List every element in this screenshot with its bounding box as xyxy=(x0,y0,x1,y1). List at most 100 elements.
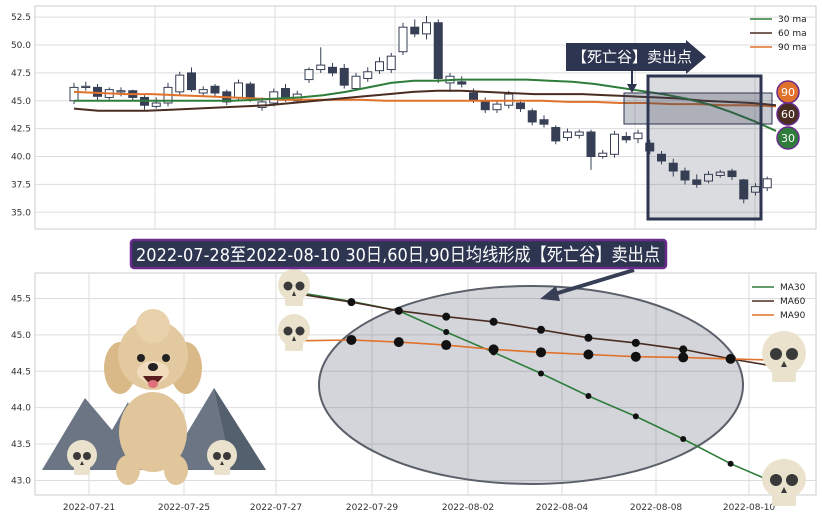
candle-body xyxy=(680,170,690,181)
ma-cross-panel: 45.545.044.544.043.543.0 2022-07-21 2022-… xyxy=(11,268,817,513)
candle-body xyxy=(328,66,337,74)
top-ma90-line xyxy=(73,90,777,108)
candle-body xyxy=(539,119,549,125)
bottom-x-tick-label: 2022-08-10 xyxy=(723,503,776,513)
candle-body xyxy=(704,173,713,182)
candlestick-panel: 52.5 50.0 47.5 45.0 42.5 40.0 37.5 35.0 【死亡谷】卖出… xyxy=(11,5,817,230)
candle-body xyxy=(668,162,678,172)
data-point-MA90 xyxy=(725,353,736,364)
candle-body xyxy=(81,85,91,88)
candle-body xyxy=(480,100,490,111)
top-moving-averages xyxy=(73,78,777,132)
top-y-tick-label: 40.0 xyxy=(11,153,31,163)
candle-body xyxy=(762,178,772,189)
legend-30ma-label: 30 ma xyxy=(778,15,807,25)
data-point-MA90 xyxy=(678,352,689,363)
candle-body xyxy=(375,61,384,72)
candle-body xyxy=(727,170,737,178)
data-point-MA30 xyxy=(727,460,734,467)
ma60-badge xyxy=(776,102,800,126)
top-y-tick-label: 42.5 xyxy=(11,125,31,135)
candle-body xyxy=(621,135,631,141)
skull-icon xyxy=(207,440,237,475)
candle-body xyxy=(692,179,702,185)
skull-icon xyxy=(67,440,97,475)
candle-body xyxy=(151,102,161,107)
ma-badges: 90 60 30 xyxy=(776,80,800,150)
candle-body xyxy=(504,93,514,106)
candle-body xyxy=(175,74,185,93)
data-point-MA30 xyxy=(632,413,639,420)
data-point-MA30 xyxy=(538,370,544,377)
candle-body xyxy=(457,81,467,85)
data-point-MA60 xyxy=(394,306,403,315)
bottom-legend: MA30 MA60 MA90 xyxy=(752,283,806,321)
data-point-MA60 xyxy=(584,333,593,342)
ma-cross-zone-box xyxy=(623,92,773,125)
bottom-y-ticks: 45.5 45.0 44.5 44.0 43.5 43.0 xyxy=(11,294,31,486)
top-ma30-line xyxy=(74,78,777,132)
title-banner: 2022-07-28至2022-08-10 30日,60日,90日均线形成【死亡… xyxy=(129,238,668,270)
legend-60ma-label: 60 ma xyxy=(778,29,807,39)
data-point-MA90 xyxy=(583,349,594,360)
candle-body xyxy=(187,72,196,91)
candle-body xyxy=(516,102,525,110)
top-y-tick-label: 35.0 xyxy=(11,208,31,218)
candle-body xyxy=(304,69,314,81)
candle-body xyxy=(339,67,349,86)
chart-title: 2022-07-28至2022-08-10 30日,60日,90日均线形成【死亡… xyxy=(136,245,660,266)
banner-pointer-head xyxy=(540,286,560,301)
ma60-badge-label: 60 xyxy=(781,108,795,121)
data-point-MA90 xyxy=(346,334,357,345)
candle-body xyxy=(316,64,326,71)
candle-body xyxy=(492,103,502,111)
top-ma60-line xyxy=(73,89,777,112)
candle-body xyxy=(598,152,608,158)
top-y-ticks: 52.5 50.0 47.5 45.0 42.5 40.0 37.5 35.0 xyxy=(11,13,31,218)
top-y-tick-label: 47.5 xyxy=(11,69,31,79)
candle-body xyxy=(234,82,243,98)
candle-body xyxy=(657,153,666,162)
data-point-MA30 xyxy=(680,435,687,442)
candle-body xyxy=(198,89,208,94)
bottom-x-tick-label: 2022-08-02 xyxy=(442,503,494,513)
top-legend: 30 ma 60 ma 90 ma xyxy=(750,15,807,53)
bottom-y-tick-label: 43.0 xyxy=(11,476,31,486)
candle-body xyxy=(363,71,373,79)
legend-MA60-label: MA60 xyxy=(780,297,806,307)
death-valley-zone-box xyxy=(646,74,763,221)
legend-MA30-label: MA30 xyxy=(780,283,806,293)
candle-body xyxy=(69,86,79,102)
candle-body xyxy=(269,91,279,104)
data-point-MA30 xyxy=(443,328,450,335)
data-point-MA60 xyxy=(537,325,545,334)
legend-MA90-label: MA90 xyxy=(780,311,806,321)
bottom-x-ticks: 2022-07-21 2022-07-25 2022-07-27 2022-07-29… xyxy=(63,503,776,513)
data-point-MA90 xyxy=(488,344,499,355)
data-point-MA90 xyxy=(536,347,546,358)
top-y-tick-label: 37.5 xyxy=(11,180,31,190)
bottom-x-tick-label: 2022-07-29 xyxy=(346,503,399,513)
top-y-tick-label: 50.0 xyxy=(11,41,31,51)
candle-body xyxy=(386,55,396,71)
candle-body xyxy=(469,92,478,101)
candle-body xyxy=(645,142,655,152)
candle-body xyxy=(563,131,572,139)
candle-body xyxy=(586,131,596,158)
data-point-MA60 xyxy=(442,312,451,321)
candle-body xyxy=(527,110,537,123)
legend-90ma-label: 90 ma xyxy=(778,43,807,53)
candle-body xyxy=(410,26,420,35)
cross-zone-ellipse xyxy=(318,285,744,485)
title-banner-bg xyxy=(129,238,668,270)
candle-body xyxy=(433,22,443,79)
candle-body xyxy=(351,75,361,90)
bottom-x-tick-label: 2022-08-08 xyxy=(630,503,683,513)
ma90-badge-label: 90 xyxy=(781,86,795,99)
bottom-x-tick-label: 2022-08-04 xyxy=(536,503,589,513)
bottom-x-tick-label: 2022-07-27 xyxy=(250,503,302,513)
candle-body xyxy=(116,90,126,93)
candle-body xyxy=(398,26,408,53)
top-y-tick-label: 52.5 xyxy=(11,13,31,23)
